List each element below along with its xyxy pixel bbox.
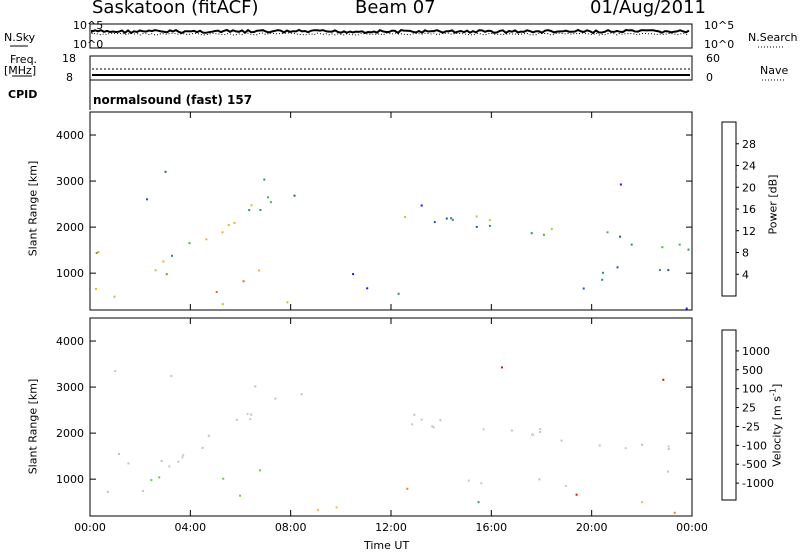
power-echo-region-10: [221, 301, 289, 306]
power-echo-region-8: [146, 170, 167, 201]
nave-tick-bottom: 0: [706, 71, 713, 84]
velocity-echo-region-2: [106, 489, 145, 493]
colorbar-tick-label: 100: [742, 383, 763, 396]
freq-unit: [MHz]: [4, 64, 37, 77]
velocity-echo-region-9: [254, 385, 303, 396]
date-title: 01/Aug/2011: [590, 0, 706, 18]
y-tick-label: 1000: [56, 473, 84, 486]
nsky-line: [91, 28, 690, 35]
noise-tick-left-top: 10^5: [73, 19, 104, 32]
velocity-echo-region-14: [406, 487, 409, 490]
velocity-echo-region-11: [411, 413, 670, 451]
colorbar-tick-label: 16: [742, 203, 756, 216]
y-tick-label: 2000: [56, 221, 84, 234]
power-echo-region-6: [242, 280, 245, 283]
beam-title: Beam 07: [355, 0, 436, 18]
noise-tick-right-bottom: 10^0: [704, 38, 735, 51]
freq-tick-top: 18: [62, 52, 76, 65]
colorbar-tick-label: 8: [742, 247, 749, 260]
noise-panel-frame: [89, 23, 693, 49]
velocity-ylabel: Slant Range [km]: [26, 378, 40, 475]
power-echo-region-13: [582, 287, 688, 310]
x-tick-label: 20:00: [576, 521, 608, 534]
colorbar-tick-label: 500: [742, 364, 763, 377]
velocity-echo-region-15: [477, 366, 665, 504]
power-echo-region-7: [258, 269, 261, 272]
velocity-echo-region-1: [118, 452, 130, 465]
colorbar-tick-label: 20: [742, 181, 756, 194]
velocity-echo-region-4: [160, 397, 277, 468]
colorbar-tick-label: 4: [742, 268, 749, 281]
freq-panel-frame: [89, 55, 693, 81]
velocity-echo-region-13: [641, 501, 676, 514]
x-tick-label: 08:00: [275, 521, 307, 534]
velocity-echo-region-6: [239, 494, 242, 497]
colorbar-tick-label: 28: [742, 138, 756, 151]
noise-tick-right-top: 10^5: [704, 19, 735, 32]
power-colorbar-label: Power [dB]: [766, 174, 780, 235]
colorbar-tick-label: 24: [742, 160, 756, 173]
velocity-echo-region-3: [150, 476, 161, 482]
colorbar-tick-label: -25: [742, 420, 760, 433]
power-echo-region-5: [215, 291, 218, 293]
velocity-colorbar: 1000 500 100 25 -25 -100 -500 -1000: [721, 329, 774, 501]
freq-label: Freq.: [10, 53, 38, 66]
x-tick-label: 00:00: [74, 521, 106, 534]
nsearch-label: N.Search: [748, 31, 798, 44]
power-colorbar: 4 8 12 16 20 24 28: [721, 121, 756, 297]
nave-label: Nave: [760, 64, 789, 77]
x-tick-label: 12:00: [375, 521, 407, 534]
velocity-colorbar-label: Velocity [m s-1]: [768, 383, 784, 467]
y-tick-label: 4000: [56, 335, 84, 348]
colorbar-tick-label: -1000: [742, 477, 774, 490]
power-echo-region-11: [404, 215, 690, 251]
velocity-echo-region-12: [467, 470, 669, 487]
power-ylabel: Slant Range [km]: [26, 160, 40, 257]
colorbar-tick-label: 25: [742, 402, 756, 415]
x-tick-label: 00:00: [676, 521, 708, 534]
y-tick-label: 1000: [56, 267, 84, 280]
power-echo-region-4: [162, 196, 272, 263]
y-tick-label: 3000: [56, 175, 84, 188]
x-axis-label: Time UT: [364, 539, 410, 552]
velocity-echo-region-10: [316, 506, 338, 511]
cpid-label: CPID: [8, 88, 38, 101]
colorbar-tick-label: 12: [742, 225, 756, 238]
power-echo-region-3: [154, 269, 168, 276]
power-panel: [95, 170, 690, 310]
radar-title: Saskatoon (fitACF): [92, 0, 259, 18]
power-echo-region-15: [352, 183, 622, 290]
colorbar-tick-label: -500: [742, 458, 767, 471]
power-echo-region-12: [601, 266, 670, 281]
y-tick-label: 2000: [56, 427, 84, 440]
velocity-panel-frame: [89, 317, 693, 517]
cpid-text: normalsound (fast) 157: [93, 93, 253, 107]
velocity-echo-region-5: [222, 477, 225, 480]
x-tick-label: 04:00: [174, 521, 206, 534]
nsky-label: N.Sky: [4, 31, 36, 44]
power-echo-region-14: [397, 292, 400, 295]
y-tick-label: 3000: [56, 381, 84, 394]
freq-tick-bottom: 8: [66, 71, 73, 84]
velocity-echo-region-8: [114, 370, 173, 377]
velocity-echo-region-7: [259, 469, 261, 472]
power-echo-region-2: [95, 287, 116, 298]
y-tick-label: 4000: [56, 129, 84, 142]
colorbar-tick-label: -100: [742, 439, 767, 452]
velocity-panel: [106, 366, 676, 514]
x-tick-label: 16:00: [475, 521, 507, 534]
power-echo-region-9: [263, 178, 296, 197]
nave-tick-top: 60: [706, 52, 720, 65]
colorbar-tick-label: 1000: [742, 345, 770, 358]
power-echo-region-1: [95, 251, 100, 254]
